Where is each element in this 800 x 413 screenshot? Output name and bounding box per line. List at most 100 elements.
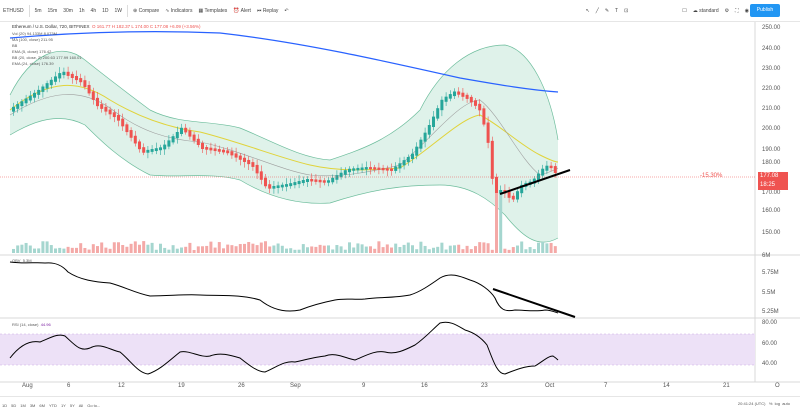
candle-body	[331, 177, 335, 183]
volume-bar	[343, 249, 347, 253]
volume-bar	[314, 246, 318, 253]
volume-bar	[142, 241, 146, 253]
candle-body	[490, 140, 494, 179]
volume-bar	[41, 241, 45, 253]
text-icon[interactable]: T	[615, 7, 619, 14]
percent-toggle[interactable]: %	[768, 401, 773, 406]
candle-body	[138, 141, 141, 150]
candle-body	[192, 134, 196, 141]
measure-icon[interactable]: ⊡	[624, 7, 629, 14]
range-5d[interactable]: 5D	[11, 402, 17, 408]
range-1d[interactable]: 1D	[2, 402, 8, 408]
candle-body	[213, 148, 217, 152]
interval-1w[interactable]: 1W	[114, 7, 123, 14]
brush-icon[interactable]: ✎	[604, 7, 610, 14]
interval-1d[interactable]: 1D	[102, 7, 109, 14]
interval-5m[interactable]: 5m	[34, 7, 42, 14]
bb-legend[interactable]: BB (20, close, 2) 200.63 177.99 160.01	[12, 55, 82, 60]
alert-button[interactable]: ⏰ Alert	[233, 7, 251, 14]
candle-body	[385, 168, 389, 171]
volume-bar	[448, 245, 452, 253]
candle-body	[234, 153, 238, 158]
obv-tick: 5.5M	[762, 290, 776, 296]
x-tick: 19	[178, 383, 185, 389]
ema5-legend[interactable]: EMA (5, close) 176.42	[12, 49, 52, 54]
auto-toggle[interactable]: auto	[782, 401, 790, 406]
volume-bar	[360, 244, 364, 253]
ma-legend[interactable]: MA (100, close) 211.95	[12, 37, 53, 42]
candle-body	[343, 170, 347, 175]
trendline-obv[interactable]	[492, 288, 576, 318]
ema24-legend[interactable]: EMA (24, close) 176.39	[12, 61, 54, 66]
range-1m[interactable]: 1M	[20, 402, 26, 408]
candle-body	[482, 108, 486, 125]
layout-icon[interactable]: ☐	[682, 7, 687, 14]
volume-bar	[175, 248, 179, 253]
rsi-band	[0, 334, 755, 365]
candle-body	[327, 180, 330, 183]
volume-bar	[49, 245, 53, 253]
candle-body	[448, 94, 452, 99]
candle-body	[469, 96, 473, 103]
candle-body	[87, 84, 91, 94]
cursor-icon[interactable]: ↖	[585, 7, 590, 14]
fullscreen-icon[interactable]: ⛶	[735, 7, 739, 14]
replay-button[interactable]: ⏮ Replay	[256, 7, 279, 14]
interval-30m[interactable]: 30m	[63, 7, 73, 14]
candle-body	[83, 80, 87, 87]
utc-time[interactable]: 20:41:24 (UTC)	[737, 401, 766, 406]
volume-bar	[91, 244, 95, 253]
settings-icon[interactable]: ⚙	[724, 7, 730, 14]
camera-icon[interactable]: ◉	[744, 7, 749, 14]
volume-bar	[188, 242, 192, 253]
candle-body	[91, 91, 95, 100]
trendline-icon[interactable]: ╱	[595, 7, 599, 14]
undo-icon[interactable]: ↶	[284, 7, 289, 14]
interval-15m[interactable]: 15m	[47, 7, 58, 14]
volume-bar	[541, 241, 545, 253]
price-tick: 160.00	[762, 208, 781, 214]
candle-body	[335, 175, 339, 180]
volume-bar	[251, 243, 255, 253]
volume-bar	[167, 249, 171, 253]
candle-body	[301, 180, 305, 184]
range-1y[interactable]: 1Y	[60, 402, 66, 408]
last-price-tag: 177.08	[758, 172, 788, 181]
compare-button[interactable]: ⊕ Compare	[133, 7, 160, 14]
candle-body	[70, 73, 74, 78]
indicators-button[interactable]: ∿ Indicators	[165, 7, 193, 14]
vol-legend[interactable]: Vol (20) 94.133M 8.073M	[12, 31, 57, 36]
candle-body	[423, 132, 427, 142]
interval-4h[interactable]: 4h	[90, 7, 97, 14]
main-legend[interactable]: Ethereum / U.S. Dollar, 720, BITFINEX O …	[12, 24, 200, 29]
publish-button[interactable]: Publish	[750, 4, 780, 17]
candle-body	[112, 112, 116, 118]
cloud-icon[interactable]: ☁ standard	[692, 7, 719, 14]
range-5y[interactable]: 5Y	[69, 402, 75, 408]
trendline-price[interactable]	[499, 169, 571, 195]
volume-bar	[104, 247, 108, 253]
range-3m[interactable]: 3M	[29, 402, 36, 408]
volume-bar	[352, 247, 356, 253]
x-tick: 9	[362, 383, 366, 389]
range-all[interactable]: All	[78, 402, 84, 408]
goto-button[interactable]: Go to...	[87, 402, 101, 408]
x-tick: Oct	[545, 383, 555, 389]
templates-button[interactable]: ▦ Templates	[198, 7, 228, 14]
range-ytd[interactable]: YTD	[48, 402, 57, 408]
log-toggle[interactable]: log	[774, 401, 780, 406]
rsi-legend[interactable]: RSI (14, close) 44.96	[12, 322, 51, 327]
range-6m[interactable]: 6M	[39, 402, 45, 408]
candle-body	[268, 184, 272, 189]
symbol-search[interactable]: ETHUSD	[3, 7, 24, 14]
candle-body	[402, 160, 406, 166]
candle-body	[142, 147, 146, 153]
candle-body	[453, 91, 456, 97]
price-tick: 230.00	[762, 66, 781, 72]
volume-bar	[331, 249, 335, 253]
bb-short-legend[interactable]: BB	[12, 43, 18, 48]
interval-1h[interactable]: 1h	[78, 7, 85, 14]
volume-bar	[83, 247, 87, 253]
obv-legend[interactable]: OBV 5.3M	[12, 258, 32, 263]
